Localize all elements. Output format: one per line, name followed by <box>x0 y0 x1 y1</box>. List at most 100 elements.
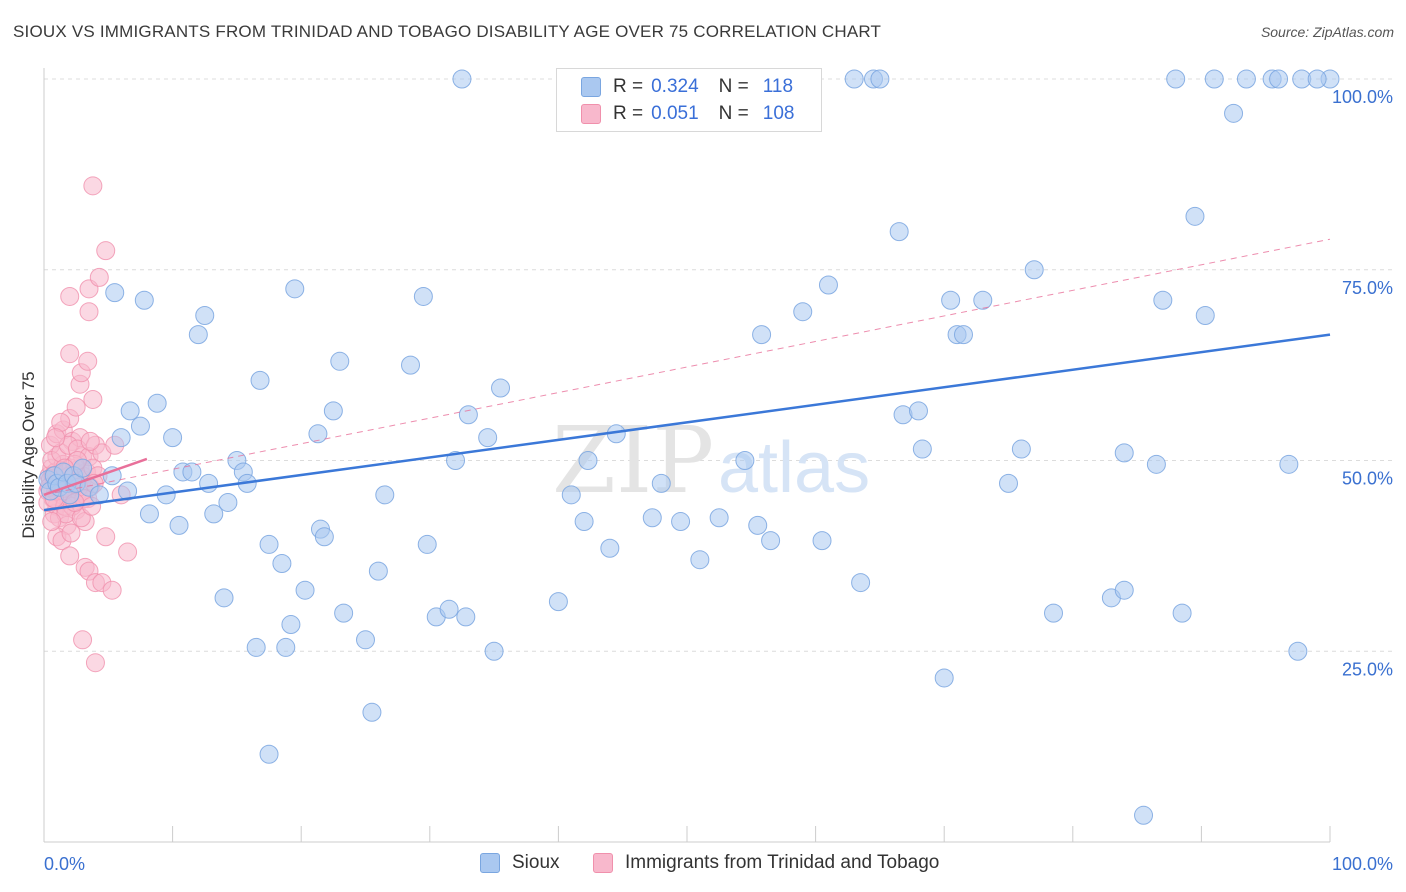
sioux-point <box>163 428 183 448</box>
sioux-point <box>748 515 768 535</box>
sioux-point <box>491 378 511 398</box>
sioux-point <box>308 424 328 444</box>
y-tick-label: 25.0% <box>1342 659 1393 679</box>
sioux-point <box>812 531 832 551</box>
sioux-point <box>1024 260 1044 280</box>
legend-row-trinidad-tobago: R = 0.051 N = 108 <box>581 102 794 126</box>
chart-source: Source: ZipAtlas.com <box>1260 24 1394 40</box>
grid-lines <box>44 78 1392 652</box>
sioux-point <box>147 393 167 413</box>
sioux-point <box>912 439 932 459</box>
series-legend-label-trinidad-tobago: Immigrants from Trinidad and Tobago <box>625 852 940 873</box>
legend-n-value: 118 <box>762 76 794 97</box>
tt-trend-line <box>43 457 148 497</box>
legend-r-label: R = <box>613 103 644 124</box>
sioux-point <box>446 451 466 470</box>
sioux-point <box>578 451 598 470</box>
sioux-point <box>401 355 421 375</box>
x-tick-label-min: 0.0% <box>44 854 85 874</box>
sioux-point <box>195 306 215 326</box>
sioux-point <box>272 554 292 574</box>
sioux-point <box>105 283 125 303</box>
series-legend-label-sioux: Sioux <box>512 852 560 873</box>
sioux-point <box>182 462 202 482</box>
tt-point <box>60 286 80 306</box>
y-tick-label: 75.0% <box>1342 278 1393 298</box>
legend-r-value: 0.051 <box>651 103 699 124</box>
watermark: ZIP atlas <box>552 407 870 514</box>
sioux-point <box>1134 805 1154 825</box>
sioux-point <box>188 325 208 345</box>
sioux-point <box>1279 454 1299 474</box>
sioux-point <box>844 69 864 89</box>
sioux-point <box>690 550 710 570</box>
tt-point <box>96 527 116 547</box>
sioux-point <box>889 222 909 242</box>
sioux-point <box>1224 103 1244 123</box>
sioux-trend-line <box>43 333 1331 512</box>
tt-point <box>83 389 103 409</box>
tt-point <box>42 512 62 532</box>
y-tick-label: 100.0% <box>1332 87 1393 107</box>
sioux-point <box>973 290 993 310</box>
sioux-point <box>1288 641 1308 661</box>
series-legend: Sioux Immigrants from Trinidad and Tobag… <box>0 852 1406 876</box>
sioux-point <box>709 508 729 528</box>
sioux-point <box>250 370 270 390</box>
tt-point <box>60 344 80 364</box>
sioux-point <box>259 744 279 764</box>
tt-trend-extension <box>43 238 1331 496</box>
sioux-point <box>413 286 433 306</box>
sioux-point <box>120 401 140 421</box>
sioux-point <box>314 527 334 547</box>
sioux-point <box>1195 306 1215 326</box>
sioux-point <box>417 534 437 554</box>
legend-n-value: 108 <box>762 103 795 124</box>
sioux-point <box>285 279 305 299</box>
sioux-point <box>1114 443 1134 463</box>
sioux-point <box>362 702 382 722</box>
sioux-point <box>574 512 594 532</box>
y-tick-label: 50.0% <box>1342 469 1393 489</box>
tt-point <box>79 302 99 322</box>
sioux-point <box>102 466 122 486</box>
sioux-point <box>642 508 662 528</box>
sioux-point <box>999 473 1018 493</box>
sioux-point <box>651 473 671 493</box>
sioux-point <box>1172 603 1192 623</box>
sioux-point <box>793 302 813 322</box>
sioux-point <box>478 428 498 448</box>
legend-r-label: R = <box>613 76 644 97</box>
sioux-point <box>246 637 266 657</box>
sioux-point <box>600 538 620 558</box>
trend-lines <box>43 238 1331 512</box>
tt-point <box>73 630 93 650</box>
sioux-point <box>1011 439 1031 459</box>
sioux-point <box>908 401 928 421</box>
sioux-point <box>89 485 109 505</box>
sioux-point <box>169 515 189 535</box>
legend-swatch-sioux <box>581 77 601 97</box>
sioux-point <box>735 451 755 470</box>
tt-point <box>96 241 116 261</box>
sioux-point <box>1146 454 1166 474</box>
sioux-point <box>1166 69 1186 89</box>
sioux-point <box>456 607 476 627</box>
legend-swatch-trinidad-tobago <box>581 104 601 124</box>
legend-n-label: N = <box>718 76 749 97</box>
stats-legend: R = 0.324 N = 118 R = 0.051 N = 108 <box>556 68 822 132</box>
tt-point <box>80 431 100 451</box>
tt-point <box>78 351 98 371</box>
tt-point <box>66 397 86 417</box>
y-tick-labels: 25.0% 50.0% 75.0% 100.0% <box>1332 87 1393 679</box>
sioux-point <box>851 573 871 593</box>
sioux-point <box>276 637 296 657</box>
sioux-point <box>368 561 388 581</box>
tt-point <box>46 428 66 448</box>
sioux-point <box>452 69 472 89</box>
series-legend-sioux: Sioux <box>480 852 560 874</box>
sioux-point <box>1307 69 1327 89</box>
sioux-point <box>752 325 772 345</box>
sioux-point <box>941 290 961 310</box>
